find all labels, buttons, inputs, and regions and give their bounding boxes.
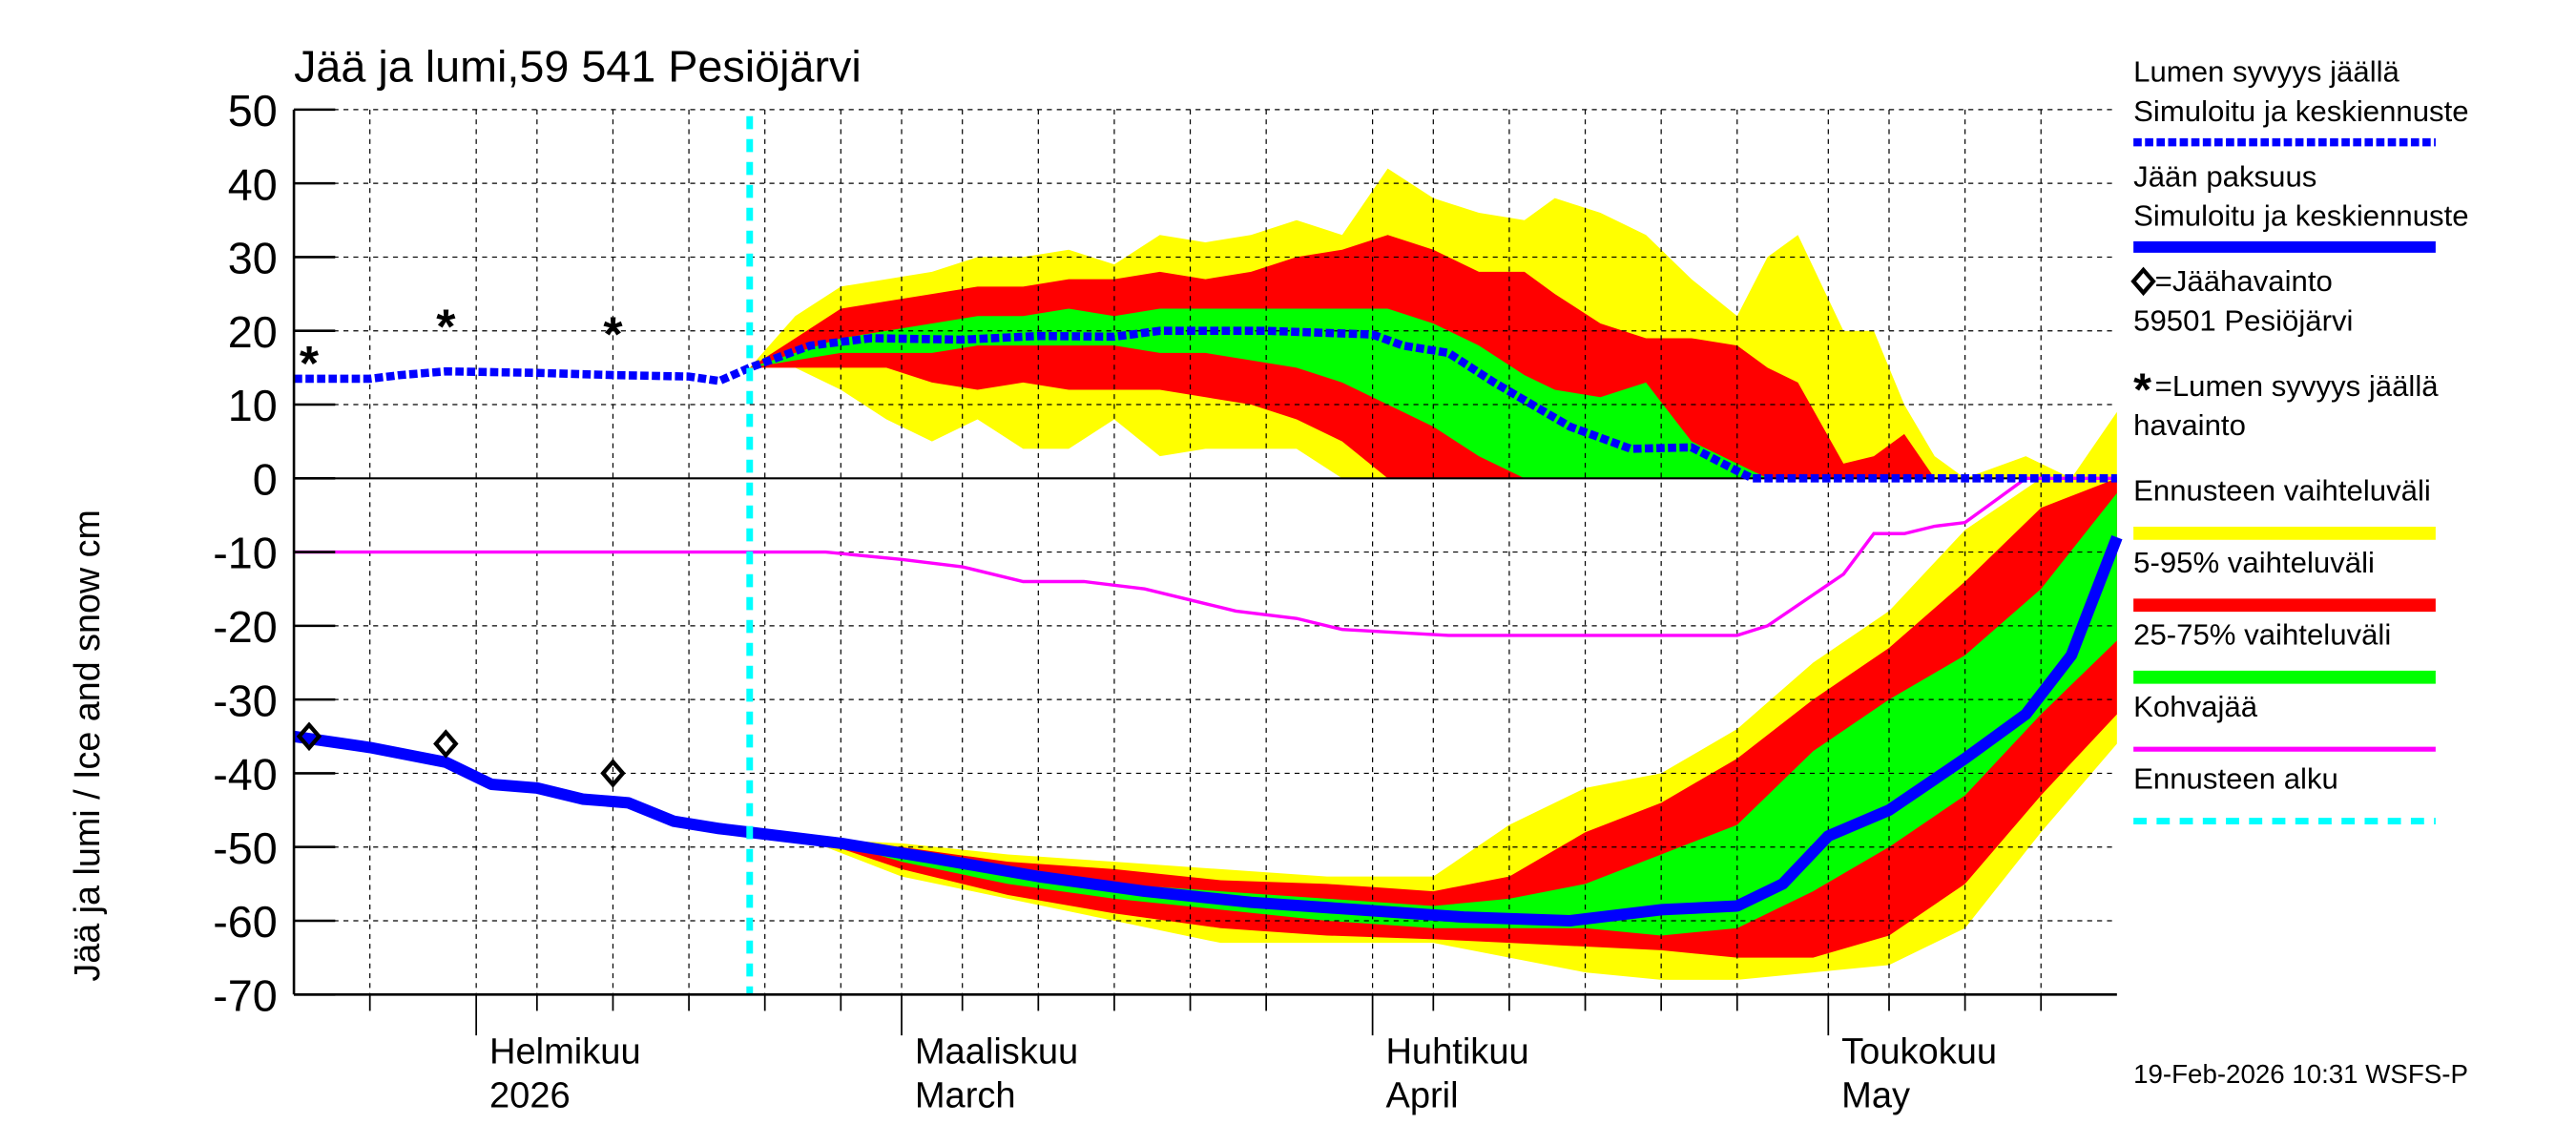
x-month-label: Huhtikuu — [1385, 1031, 1528, 1072]
legend-star-icon: * — [2133, 364, 2151, 416]
y-tick-label: -50 — [213, 823, 278, 873]
x-month-sublabel: May — [1841, 1076, 1910, 1116]
y-tick-label: -60 — [213, 897, 278, 947]
y-tick-label: -30 — [213, 676, 278, 725]
x-month-label: Maaliskuu — [915, 1031, 1078, 1072]
legend-label: Jään paksuus — [2133, 160, 2316, 194]
x-month-sublabel: April — [1385, 1076, 1458, 1116]
legend-label: =Jäähavainto — [2155, 264, 2333, 298]
y-tick-label: -40 — [213, 750, 278, 800]
x-month-label: Toukokuu — [1841, 1031, 1997, 1072]
ice-observation-marker — [433, 729, 459, 759]
ice-observation-marker — [600, 759, 626, 788]
chart-title: Jää ja lumi,59 541 Pesiöjärvi — [294, 42, 862, 92]
y-tick-label: 10 — [228, 381, 278, 430]
legend-label: 5-95% vaihteluväli — [2133, 546, 2375, 579]
legend-sublabel: Simuloitu ja keskiennuste — [2133, 94, 2468, 128]
legend-label: 25-75% vaihteluväli — [2133, 618, 2391, 652]
legend-diamond-icon — [2130, 266, 2156, 297]
ice-green-band — [749, 492, 2117, 936]
y-tick-label: 50 — [228, 86, 278, 135]
legend-sublabel: 59501 Pesiöjärvi — [2133, 303, 2353, 337]
y-tick-label: 40 — [228, 159, 278, 209]
legend-sublabel: Simuloitu ja keskiennuste — [2133, 199, 2468, 233]
legend-label: Ennusteen vaihteluväli — [2133, 474, 2431, 508]
snow-observation-marker: * — [603, 306, 623, 362]
ice-thickness-line — [293, 534, 2123, 927]
ice-observation-marker — [296, 721, 322, 752]
legend-label: Lumen syvyys jäällä — [2133, 55, 2399, 89]
x-month-sublabel: March — [915, 1076, 1016, 1116]
legend: Lumen syvyys jäällä Simuloitu ja keskienn… — [2130, 55, 2469, 824]
legend-label: Ennusteen alku — [2133, 761, 2338, 795]
y-tick-label: -70 — [213, 971, 278, 1021]
snow-observation-marker: * — [436, 299, 456, 354]
legend-label: Kohvajää — [2133, 690, 2258, 723]
snow-observation-marker: * — [300, 335, 320, 390]
snow-green-band — [749, 308, 2117, 479]
snow-depth-line — [294, 326, 2117, 483]
y-tick-label: -10 — [213, 529, 278, 578]
x-month-sublabel: 2026 — [489, 1076, 571, 1116]
y-tick-label: 0 — [253, 455, 278, 505]
legend-sublabel: havainto — [2133, 408, 2246, 442]
kohvajaa-line — [294, 476, 2117, 637]
axes: 50 40 30 20 10 0 -10 -20 -30 -40 -50 -60 -70 Helmikuu… — [213, 86, 2117, 1116]
footer-timestamp: 19-Feb-2026 10:31 WSFS-P — [2133, 1059, 2468, 1089]
x-month-label: Helmikuu — [489, 1031, 641, 1072]
y-tick-label: 30 — [228, 234, 278, 283]
y-tick-label: -20 — [213, 602, 278, 652]
y-tick-label: 20 — [228, 307, 278, 357]
y-axis-label: Jää ja lumi / Ice and snow cm — [68, 510, 108, 981]
series-lines: * * * — [293, 115, 2123, 995]
legend-label: =Lumen syvyys jäällä — [2155, 369, 2440, 403]
